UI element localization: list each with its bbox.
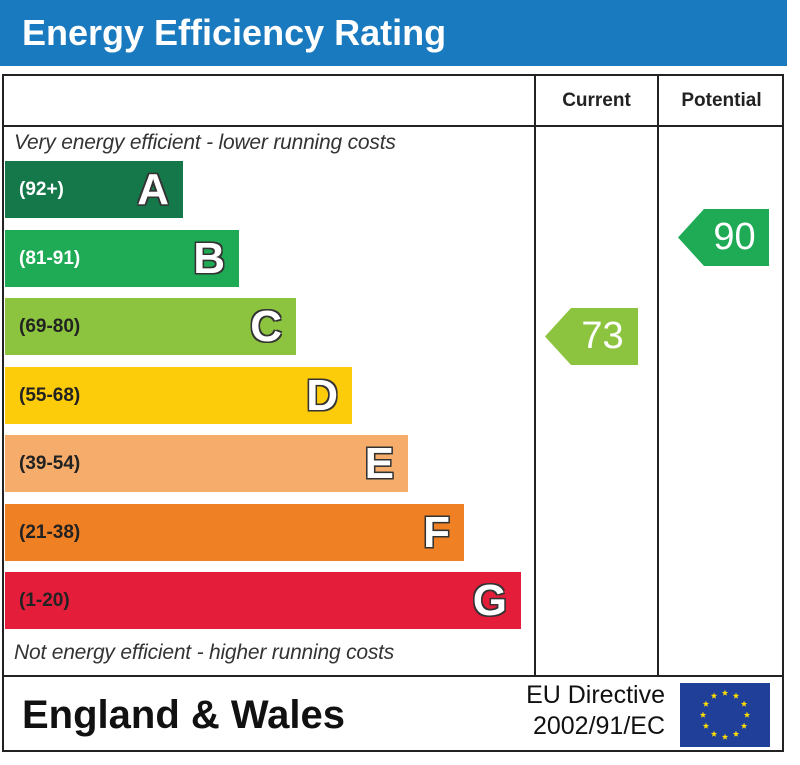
eu-directive-line1: EU Directive bbox=[526, 681, 665, 709]
eu-star bbox=[702, 722, 710, 729]
arrow-shape bbox=[545, 308, 638, 365]
chart-title: Energy Efficiency Rating bbox=[22, 12, 447, 53]
eu-flag-icon bbox=[680, 683, 770, 747]
eu-star bbox=[699, 711, 707, 718]
column-header-potential: Potential bbox=[681, 90, 762, 111]
eu-star bbox=[710, 692, 718, 699]
note-bottom: Not energy efficient - higher running co… bbox=[14, 641, 395, 664]
band-f: (21-38) F bbox=[5, 504, 464, 561]
band-letter-label: B bbox=[193, 234, 225, 283]
band-range-label: (92+) bbox=[19, 179, 64, 200]
eu-star bbox=[710, 730, 718, 737]
eu-star bbox=[702, 700, 710, 707]
band-range-label: (81-91) bbox=[19, 248, 81, 269]
divider-current-right bbox=[657, 74, 659, 676]
band-letter-label: A bbox=[137, 165, 169, 214]
band-range-label: (39-54) bbox=[19, 453, 81, 474]
divider-footer bbox=[2, 675, 784, 677]
band-e: (39-54) E bbox=[5, 435, 408, 492]
eu-star bbox=[721, 733, 729, 740]
arrow-current bbox=[545, 308, 638, 365]
band-range-label: (69-80) bbox=[19, 316, 81, 337]
band-range-label: (21-38) bbox=[19, 522, 81, 543]
arrow-potential bbox=[678, 209, 769, 266]
eu-star bbox=[732, 692, 740, 699]
band-d: (55-68) D bbox=[5, 367, 352, 424]
band-range-label: (1-20) bbox=[19, 590, 70, 611]
divider-header bbox=[2, 125, 784, 127]
band-letter-label: E bbox=[364, 439, 394, 488]
band-c: (69-80) C bbox=[5, 298, 296, 355]
arrow-value-potential: 90 bbox=[713, 216, 756, 258]
title-bar: Energy Efficiency Rating bbox=[0, 0, 787, 66]
arrow-shape bbox=[678, 209, 769, 266]
band-range-label: (55-68) bbox=[19, 385, 81, 406]
band-b: (81-91) B bbox=[5, 230, 239, 287]
eu-directive-label: EU Directive 2002/91/EC bbox=[505, 680, 665, 742]
note-top: Very energy efficient - lower running co… bbox=[14, 131, 396, 154]
band-g: (1-20) G bbox=[5, 572, 521, 629]
band-letter-label: D bbox=[306, 371, 338, 420]
column-header-current: Current bbox=[562, 90, 631, 111]
eu-star bbox=[721, 689, 729, 696]
eu-star bbox=[743, 711, 751, 718]
eu-directive-line2: 2002/91/EC bbox=[532, 712, 665, 740]
eu-star bbox=[732, 730, 740, 737]
band-letter-label: C bbox=[250, 302, 282, 351]
divider-current-left bbox=[534, 74, 536, 676]
band-a: (92+) A bbox=[5, 161, 183, 218]
band-letter-label: G bbox=[472, 576, 507, 625]
eu-star bbox=[740, 700, 748, 707]
chart-frame bbox=[2, 74, 784, 752]
region-label: England & Wales bbox=[22, 693, 346, 737]
eu-star bbox=[740, 722, 748, 729]
band-letter-label: F bbox=[423, 508, 450, 557]
arrow-value-current: 73 bbox=[581, 315, 624, 357]
